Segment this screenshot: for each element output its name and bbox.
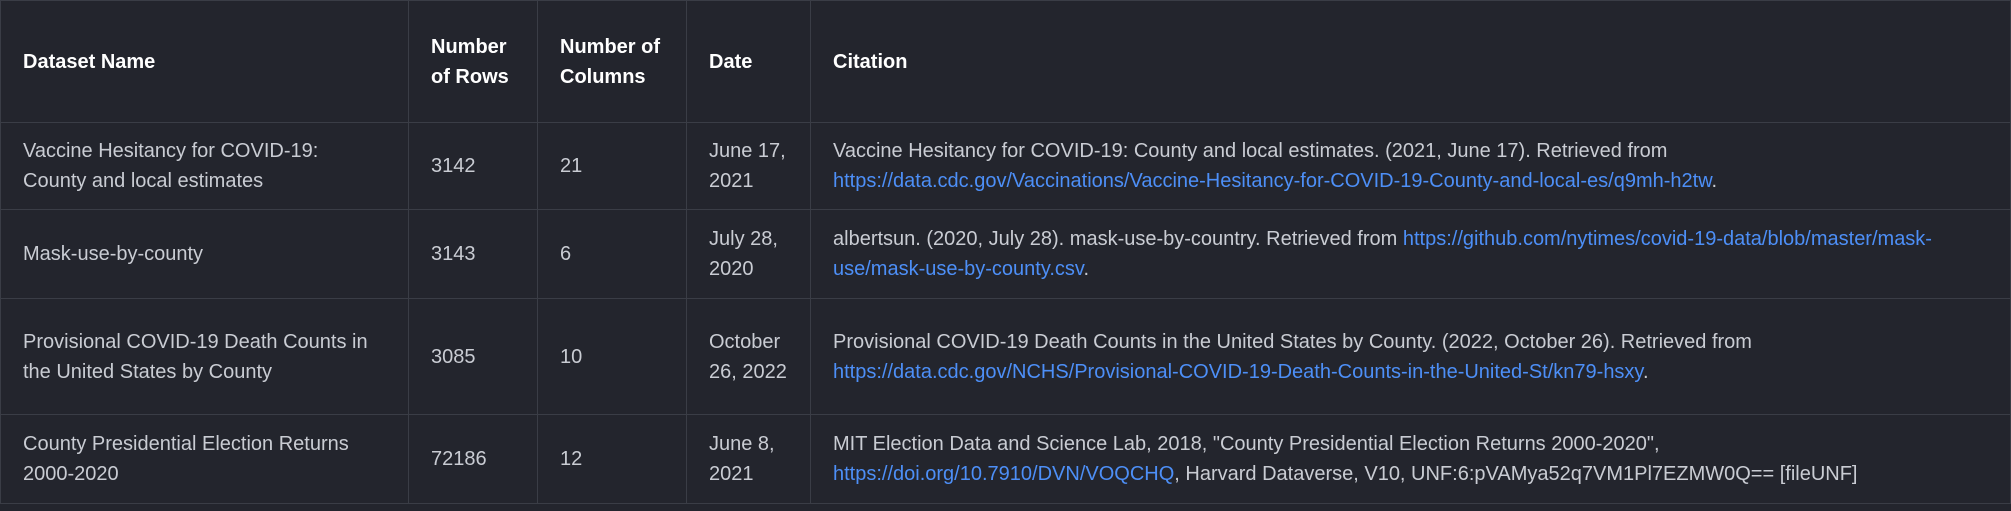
- citation-link[interactable]: https://github.com/nytimes/covid-19-data…: [833, 228, 1932, 280]
- cell-date: June 17, 2021: [686, 122, 811, 210]
- cell-citation: MIT Election Data and Science Lab, 2018,…: [810, 414, 2011, 504]
- cell-date: July 28, 2020: [686, 209, 811, 299]
- cell-citation: Vaccine Hesitancy for COVID-19: County a…: [810, 122, 2011, 210]
- cell-number-of-rows: 3142: [408, 122, 538, 210]
- citation-text: Provisional COVID-19 Death Counts in the…: [833, 330, 1752, 353]
- citation-text: MIT Election Data and Science Lab, 2018,…: [833, 433, 1660, 455]
- header-number-of-rows: Number of Rows: [408, 0, 538, 123]
- cell-date: June 8, 2021: [686, 414, 811, 504]
- table-row: Mask-use-by-county 3143 6 July 28, 2020 …: [0, 209, 2011, 299]
- table-row: Provisional COVID-19 Death Counts in the…: [0, 298, 2011, 415]
- table-row: Vaccine Hesitancy for COVID-19: County a…: [0, 122, 2011, 210]
- citation-text: albertsun. (2020, July 28). mask-use-by-…: [833, 228, 1403, 250]
- cell-number-of-rows: 72186: [408, 414, 538, 504]
- header-number-of-columns: Number of Columns: [537, 0, 687, 123]
- table-header-row: Dataset Name Number of Rows Number of Co…: [0, 0, 2011, 123]
- cell-dataset-name: Vaccine Hesitancy for COVID-19: County a…: [0, 122, 409, 210]
- cell-number-of-columns: 6: [537, 209, 687, 299]
- citation-text-end: .: [1711, 170, 1718, 192]
- cell-dataset-name: Mask-use-by-county: [0, 209, 409, 299]
- header-date: Date: [686, 0, 811, 123]
- header-citation: Citation: [810, 0, 2011, 123]
- cell-dataset-name: County Presidential Election Returns 200…: [0, 414, 409, 504]
- citation-link[interactable]: https://data.cdc.gov/Vaccinations/Vaccin…: [833, 170, 1712, 192]
- citation-text-end: .: [1083, 258, 1090, 280]
- citation-text-end: .: [1642, 360, 1649, 383]
- table-row: County Presidential Election Returns 200…: [0, 414, 2011, 504]
- cell-date: October 26, 2022: [686, 298, 811, 415]
- cell-number-of-rows: 3085: [408, 298, 538, 415]
- cell-citation: albertsun. (2020, July 28). mask-use-by-…: [810, 209, 2011, 299]
- cell-number-of-columns: 12: [537, 414, 687, 504]
- citation-text-end: , Harvard Dataverse, V10, UNF:6:pVAMya52…: [1174, 463, 1858, 485]
- cell-number-of-rows: 3143: [408, 209, 538, 299]
- header-dataset-name: Dataset Name: [0, 0, 409, 123]
- citation-text: Vaccine Hesitancy for COVID-19: County a…: [833, 140, 1668, 162]
- cell-number-of-columns: 10: [537, 298, 687, 415]
- citation-link[interactable]: https://doi.org/10.7910/DVN/VOQCHQ: [833, 463, 1175, 485]
- cell-dataset-name: Provisional COVID-19 Death Counts in the…: [0, 298, 409, 415]
- cell-number-of-columns: 21: [537, 122, 687, 210]
- citation-link[interactable]: https://data.cdc.gov/NCHS/Provisional-CO…: [833, 360, 1643, 383]
- cell-citation: Provisional COVID-19 Death Counts in the…: [810, 298, 2011, 415]
